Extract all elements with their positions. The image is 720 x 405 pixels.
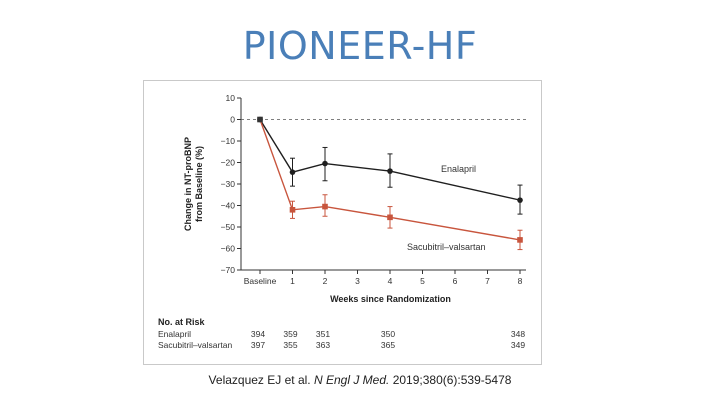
risk-row-value: 351 (316, 329, 330, 339)
y-tick-label: 0 (230, 115, 235, 125)
risk-row-value: 363 (316, 340, 330, 350)
risk-row-value: 359 (283, 329, 297, 339)
risk-row-value: 365 (381, 340, 395, 350)
data-point-circle (322, 160, 328, 167)
data-point-square (387, 214, 393, 221)
risk-row-value: 355 (283, 340, 297, 350)
y-tick-label: −20 (221, 158, 236, 168)
data-point-circle (517, 197, 523, 203)
x-tick-label: Baseline (244, 276, 277, 286)
figure-panel: 10 0 −10 −20 −30 −40 −50 −60 −70 Baseline 1 2 3 4 5 6 7 8… (143, 80, 542, 365)
citation-authors: Velazquez EJ et al. (208, 373, 311, 387)
x-tick-label: 1 (290, 276, 295, 286)
series-label-sacubitril: Sacubitril–valsartan (407, 242, 486, 252)
x-tick-label: 5 (420, 276, 425, 286)
risk-row-label: Enalapril (158, 329, 191, 339)
y-tick-label: 10 (226, 93, 236, 103)
y-tick-label: −50 (221, 222, 236, 232)
x-axis-title: Weeks since Randomization (330, 294, 451, 304)
x-tick-label: 3 (355, 276, 360, 286)
y-tick-label: −30 (221, 179, 236, 189)
citation: Velazquez EJ et al. N Engl J Med. 2019;3… (0, 373, 720, 387)
x-tick-label: 4 (388, 276, 393, 286)
risk-table-heading: No. at Risk (158, 317, 206, 327)
x-tick-label: 6 (453, 276, 458, 286)
y-axis-title-line: Change in NT-proBNP (183, 137, 193, 231)
data-point-circle (289, 169, 296, 175)
risk-row-value: 348 (511, 329, 525, 339)
data-point-circle (387, 168, 393, 174)
y-tick-label: −40 (221, 201, 236, 211)
citation-journal: N Engl J Med. (313, 373, 390, 387)
citation-details: 2019;380(6):539-5478 (392, 373, 512, 387)
x-tick-label: 2 (323, 276, 328, 286)
risk-row-value: 349 (511, 340, 525, 350)
data-point-square (517, 237, 523, 243)
x-tick-label: 7 (485, 276, 490, 286)
nt-probnp-chart: 10 0 −10 −20 −30 −40 −50 −60 −70 Baseline 1 2 3 4 5 6 7 8… (158, 93, 526, 350)
data-point-square (322, 203, 328, 210)
risk-row-value: 397 (251, 340, 265, 350)
risk-row-value: 350 (381, 329, 395, 339)
x-tick-label: 8 (518, 276, 523, 286)
y-tick-label: −70 (221, 265, 236, 275)
data-point-square (289, 207, 296, 213)
risk-row-value: 394 (251, 329, 265, 339)
data-point-square (257, 116, 263, 123)
y-tick-label: −10 (221, 136, 236, 146)
risk-row-label: Sacubitril–valsartan (158, 340, 232, 350)
series-label-enalapril: Enalapril (441, 164, 476, 174)
y-axis-title-line: from Baseline (%) (194, 146, 204, 222)
slide-title: PIONEER-HF (242, 24, 478, 68)
y-tick-label: −60 (221, 244, 236, 254)
